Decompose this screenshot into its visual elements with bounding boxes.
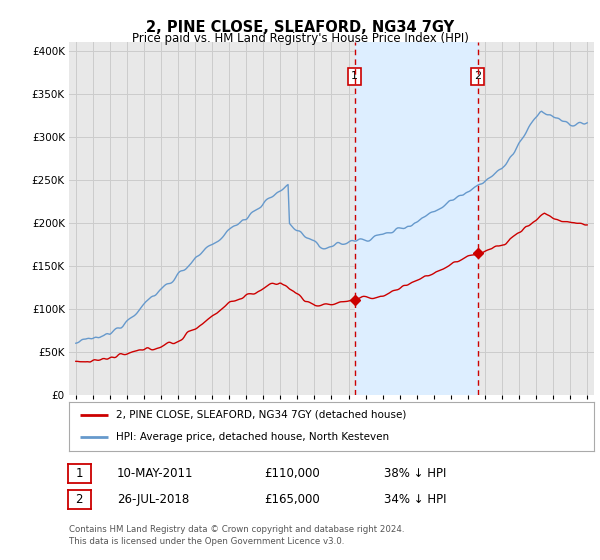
Text: 34% ↓ HPI: 34% ↓ HPI xyxy=(384,493,446,506)
Text: HPI: Average price, detached house, North Kesteven: HPI: Average price, detached house, Nort… xyxy=(116,432,389,442)
Text: 1: 1 xyxy=(76,466,83,480)
Text: 10-MAY-2011: 10-MAY-2011 xyxy=(117,466,193,480)
Text: 38% ↓ HPI: 38% ↓ HPI xyxy=(384,466,446,480)
Bar xyxy=(355,42,478,395)
Text: £110,000: £110,000 xyxy=(264,466,320,480)
Text: £165,000: £165,000 xyxy=(264,493,320,506)
Text: Price paid vs. HM Land Registry's House Price Index (HPI): Price paid vs. HM Land Registry's House … xyxy=(131,32,469,45)
Text: 2: 2 xyxy=(474,72,481,81)
Text: 1: 1 xyxy=(351,72,358,81)
Text: 2, PINE CLOSE, SLEAFORD, NG34 7GY: 2, PINE CLOSE, SLEAFORD, NG34 7GY xyxy=(146,20,454,35)
Text: 2: 2 xyxy=(76,493,83,506)
Text: 26-JUL-2018: 26-JUL-2018 xyxy=(117,493,189,506)
Text: Contains HM Land Registry data © Crown copyright and database right 2024.
This d: Contains HM Land Registry data © Crown c… xyxy=(69,525,404,546)
Text: 2, PINE CLOSE, SLEAFORD, NG34 7GY (detached house): 2, PINE CLOSE, SLEAFORD, NG34 7GY (detac… xyxy=(116,410,407,420)
